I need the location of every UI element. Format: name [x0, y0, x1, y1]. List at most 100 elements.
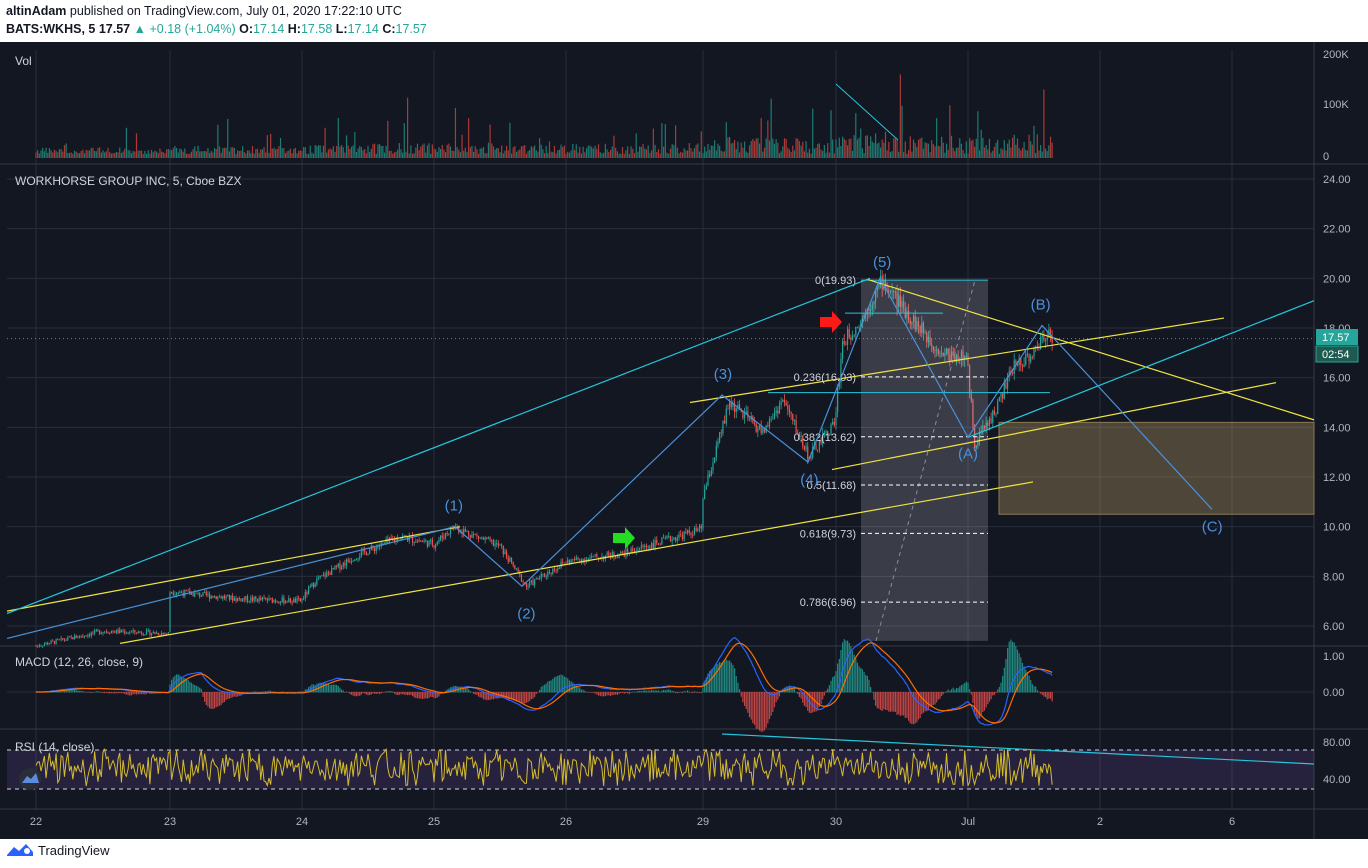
candle-body: [730, 402, 732, 408]
volume-bar: [652, 128, 654, 158]
macd-histogram-bar: [514, 692, 516, 701]
volume-bar: [509, 122, 511, 158]
time-tick-5: 29: [697, 816, 709, 828]
volume-bar: [535, 150, 537, 158]
candle-body: [147, 630, 149, 632]
volume-bar: [604, 143, 606, 158]
candle-body: [562, 561, 564, 563]
candle-body: [773, 413, 776, 419]
candle-body: [344, 562, 346, 566]
volume-bar: [506, 145, 508, 158]
candle-body: [176, 593, 178, 595]
candle-body: [218, 596, 221, 598]
macd-histogram-bar: [223, 692, 226, 703]
volume-bar: [245, 153, 247, 158]
volume-bar: [599, 152, 601, 158]
volume-bar: [334, 151, 336, 158]
macd-histogram-bar: [800, 692, 802, 699]
macd-histogram-bar: [850, 646, 852, 693]
macd-line: [35, 636, 1053, 726]
macd-histogram-bar: [866, 675, 868, 693]
macd-histogram-bar: [326, 683, 328, 693]
candle-body: [510, 557, 513, 562]
candle-body: [169, 591, 171, 633]
volume-bar: [899, 74, 901, 158]
candle-body: [669, 536, 672, 542]
candle-body: [243, 598, 245, 600]
candle-body: [65, 639, 67, 641]
volume-bar: [48, 148, 50, 158]
macd-histogram-bar: [207, 692, 209, 707]
candle-body: [893, 291, 895, 292]
macd-histogram-bar: [527, 692, 529, 703]
volume-bar: [235, 153, 237, 158]
macd-histogram-bar: [539, 689, 541, 693]
macd-histogram-bar: [321, 683, 323, 693]
macd-histogram-bar: [630, 692, 632, 693]
macd-histogram-bar: [906, 692, 908, 718]
candle-body: [988, 418, 991, 426]
volume-bar: [238, 151, 240, 158]
candle-body: [664, 537, 666, 539]
macd-histogram-bar: [135, 692, 138, 695]
candle-body: [223, 596, 226, 599]
candle-body: [288, 598, 290, 603]
candle-body: [557, 568, 559, 571]
candle-body: [645, 545, 648, 548]
open-value: 17.14: [253, 22, 285, 36]
candle-body: [301, 598, 303, 602]
candle-body: [303, 598, 305, 600]
candle-body: [567, 559, 569, 563]
price-tick-0: 6.00: [1323, 621, 1344, 633]
macd-pane[interactable]: [7, 636, 1314, 732]
candle-body: [654, 539, 656, 549]
volume-pane[interactable]: [35, 74, 1053, 158]
candle-body: [998, 396, 1000, 402]
volume-bar: [675, 125, 677, 158]
macd-histogram-bar: [740, 692, 742, 697]
macd-histogram-bar: [615, 692, 617, 695]
volume-bar: [415, 147, 417, 158]
drawings-layer[interactable]: 0(19.93)0.236(16.03)0.382(13.62)0.5(11.6…: [6, 254, 1315, 644]
macd-histogram-bar: [785, 686, 787, 693]
volume-bar: [383, 152, 386, 158]
volume-bar: [575, 144, 577, 158]
volume-bar: [418, 150, 420, 158]
volume-bar: [959, 138, 961, 158]
trading-chart[interactable]: 0(19.93)0.236(16.03)0.382(13.62)0.5(11.6…: [0, 42, 1368, 839]
rsi-pane[interactable]: [7, 733, 1315, 790]
volume-bar: [425, 152, 427, 158]
macd-histogram-bar: [68, 689, 71, 693]
volume-bar: [681, 152, 684, 158]
volume-bar: [167, 148, 169, 158]
brand-name[interactable]: TradingView: [38, 842, 110, 858]
volume-bar: [663, 146, 665, 158]
volume-bar: [922, 148, 925, 158]
volume-bar: [117, 152, 119, 158]
macd-histogram-bar: [127, 692, 129, 696]
candle-body: [830, 424, 832, 436]
price-pane[interactable]: [35, 269, 1053, 649]
volume-bar: [1036, 134, 1038, 158]
volume-bar: [592, 148, 594, 158]
candle-body: [568, 559, 571, 564]
macd-histogram-bar: [580, 689, 583, 693]
candle-body: [659, 544, 661, 546]
candle-body: [785, 402, 787, 406]
candle-body: [298, 598, 300, 600]
author-name[interactable]: altinAdam: [6, 4, 67, 18]
macd-histogram-bar: [886, 692, 888, 711]
volume-bar: [189, 153, 191, 158]
volume-bar: [496, 148, 498, 158]
candle-body: [698, 525, 701, 529]
macd-histogram-bar: [140, 692, 143, 695]
candle-body: [637, 549, 639, 552]
candle-body: [428, 540, 430, 547]
volume-bar: [820, 149, 822, 158]
candle-body: [266, 599, 268, 601]
volume-bar: [683, 148, 685, 158]
volume-bar: [179, 148, 181, 158]
volume-bar: [446, 144, 448, 158]
volume-bar: [978, 150, 981, 158]
macd-histogram-bar: [942, 692, 944, 695]
